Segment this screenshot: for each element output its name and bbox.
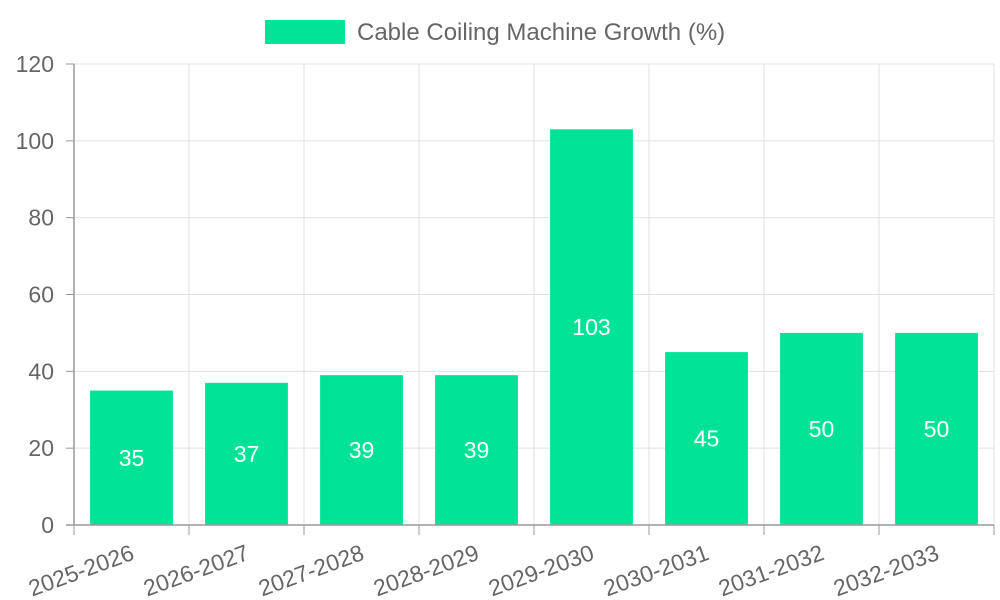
bar[interactable] [90, 390, 173, 525]
bar[interactable] [205, 382, 288, 525]
grid [73, 63, 995, 526]
y-tick-label: 20 [28, 435, 54, 461]
bar[interactable] [550, 129, 633, 525]
bar[interactable] [665, 352, 748, 525]
y-tick-label: 100 [16, 128, 54, 154]
x-tick-label: 2028-2029 [370, 539, 482, 600]
x-axis-ticks: 2025-2026 2026-2027 2027-2028 2028-2029 2029… [25, 525, 995, 600]
data-label: 103 [572, 314, 610, 340]
y-tick-label: 60 [28, 282, 54, 308]
x-tick-label: 2030-2031 [600, 539, 712, 600]
x-tick-label: 2029-2030 [485, 539, 597, 600]
bar[interactable] [780, 332, 863, 525]
axes [66, 64, 994, 526]
legend[interactable]: Cable Coiling Machine Growth (%) [265, 19, 725, 46]
bar[interactable] [895, 332, 978, 525]
data-label: 50 [809, 416, 835, 442]
data-label: 35 [119, 445, 145, 471]
data-label: 50 [924, 416, 950, 442]
bars [90, 129, 978, 525]
x-tick-label: 2026-2027 [140, 539, 252, 600]
x-tick-label: 2032-2033 [830, 539, 942, 600]
bar[interactable] [435, 375, 518, 525]
x-tick-label: 2027-2028 [255, 539, 367, 600]
data-label: 37 [234, 441, 260, 467]
y-tick-label: 0 [41, 512, 54, 538]
data-label: 45 [694, 426, 720, 452]
x-tick-label: 2025-2026 [25, 539, 137, 600]
bar[interactable] [320, 375, 403, 525]
y-tick-label: 80 [28, 205, 54, 231]
data-label: 39 [349, 437, 375, 463]
legend-label: Cable Coiling Machine Growth (%) [357, 19, 725, 46]
data-label: 39 [464, 437, 490, 463]
legend-swatch [265, 20, 345, 44]
y-tick-label: 120 [16, 51, 54, 77]
data-labels: 35 37 39 39 103 45 50 50 [119, 314, 950, 471]
x-tick-label: 2031-2032 [715, 539, 827, 600]
y-tick-label: 40 [28, 358, 54, 384]
y-axis-ticks: 0 20 40 60 80 100 120 [16, 51, 74, 538]
